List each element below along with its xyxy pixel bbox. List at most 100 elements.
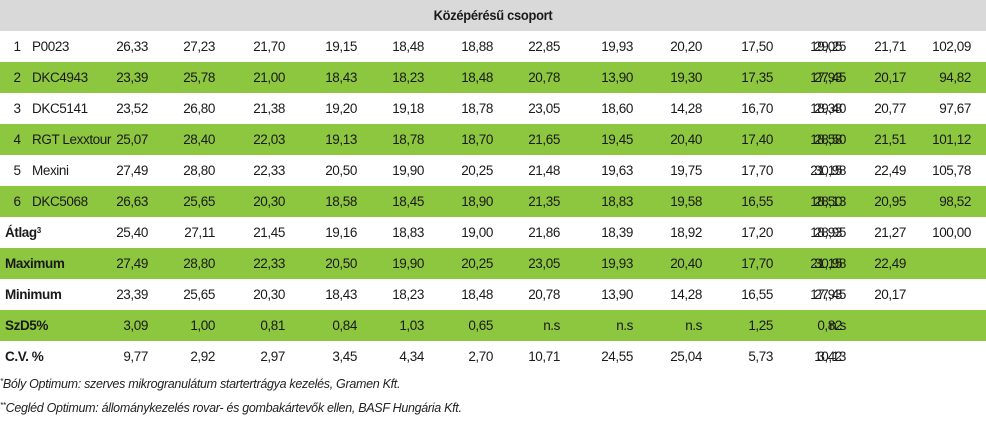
summary-row: Átlag3 25,40 27,11 21,45 19,16 18,83 19,00 21,8… bbox=[0, 217, 986, 248]
hybrid-name: P0023 bbox=[32, 39, 70, 54]
value-cell: 18,43 bbox=[325, 287, 357, 302]
value-cell: 21,71 bbox=[874, 39, 906, 54]
value-cell: 5,73 bbox=[748, 349, 773, 364]
value-cell: 27,45 bbox=[814, 287, 846, 302]
value-cell: 19,13 bbox=[325, 132, 357, 147]
value-cell: 21,70 bbox=[253, 39, 285, 54]
value-cell: 2,97 bbox=[260, 349, 285, 364]
value-cell: 10,71 bbox=[528, 349, 560, 364]
value-cell: 28,80 bbox=[183, 256, 215, 271]
value-cell: 20,95 bbox=[874, 194, 906, 209]
value-cell: 21,00 bbox=[253, 70, 285, 85]
value-cell: 105,78 bbox=[932, 163, 971, 178]
table-header-row: Középérésű csoport bbox=[0, 0, 986, 31]
value-cell: 1,03 bbox=[399, 318, 424, 333]
footnote-2: **Cegléd Optimum: állománykezelés rovar-… bbox=[0, 401, 986, 415]
value-cell: 27,49 bbox=[116, 256, 148, 271]
value-cell: 20,78 bbox=[528, 287, 560, 302]
value-cell: 21,38 bbox=[253, 101, 285, 116]
value-cell: 18,78 bbox=[392, 132, 424, 147]
value-cell: 18,92 bbox=[670, 225, 702, 240]
value-cell: 18,43 bbox=[325, 70, 357, 85]
value-cell: 1,25 bbox=[748, 318, 773, 333]
value-cell: 20,20 bbox=[670, 39, 702, 54]
value-cell: 2,92 bbox=[190, 349, 215, 364]
value-cell: 20,25 bbox=[461, 163, 493, 178]
value-cell: 26,33 bbox=[116, 39, 148, 54]
value-cell bbox=[911, 310, 971, 341]
value-cell: 19,05 bbox=[810, 39, 842, 54]
value-cell: 18,39 bbox=[601, 225, 633, 240]
value-cell: 19,90 bbox=[392, 256, 424, 271]
value-cell: 18,88 bbox=[461, 39, 493, 54]
group-title: Középérésű csoport bbox=[433, 7, 553, 23]
value-cell: 3,45 bbox=[332, 349, 357, 364]
value-cell: 21,86 bbox=[528, 225, 560, 240]
value-cell: 21,35 bbox=[528, 194, 560, 209]
table-row: 2 DKC4943 23,39 25,78 21,00 18,43 18,23 18,48 20… bbox=[0, 62, 986, 93]
value-cell: 0,81 bbox=[260, 318, 285, 333]
value-cell: 19,58 bbox=[670, 194, 702, 209]
value-cell: 2,70 bbox=[468, 349, 493, 364]
value-cell: 18,78 bbox=[461, 101, 493, 116]
value-cell: 26,63 bbox=[116, 194, 148, 209]
value-cell: 28,95 bbox=[814, 225, 846, 240]
value-cell: 101,12 bbox=[932, 132, 971, 147]
summary-row: Minimum 23,39 25,65 20,30 18,43 18,23 18,48 20,… bbox=[0, 279, 986, 310]
value-cell: 1,00 bbox=[190, 318, 215, 333]
value-cell: 19,15 bbox=[325, 39, 357, 54]
value-cell: 14,28 bbox=[670, 287, 702, 302]
value-cell bbox=[846, 341, 906, 372]
value-cell: 14,28 bbox=[670, 101, 702, 116]
table-row: 1 P0023 26,33 27,23 21,70 19,15 18,48 18,88 22,8… bbox=[0, 31, 986, 62]
value-cell: 27,45 bbox=[814, 70, 846, 85]
value-cell: 19,20 bbox=[325, 101, 357, 116]
value-cell: 100,00 bbox=[932, 225, 971, 240]
value-cell: 98,52 bbox=[939, 194, 971, 209]
value-cell: 18,38 bbox=[810, 101, 842, 116]
footnote-text: Cegléd Optimum: állománykezelés rovar- é… bbox=[5, 401, 462, 415]
value-cell: 18,45 bbox=[392, 194, 424, 209]
hybrid-name: RGT Lexxtour bbox=[32, 132, 111, 147]
value-cell: 17,50 bbox=[741, 39, 773, 54]
value-cell: 30,98 bbox=[814, 163, 846, 178]
summary-label-sup: 3 bbox=[36, 226, 41, 235]
value-cell: 19,63 bbox=[601, 163, 633, 178]
value-cell: 20,78 bbox=[528, 70, 560, 85]
value-cell: n.s bbox=[685, 318, 702, 333]
value-cell: 16,55 bbox=[741, 287, 773, 302]
summary-label: C.V. % bbox=[5, 341, 125, 372]
value-cell: 20,30 bbox=[253, 287, 285, 302]
value-cell: 24,55 bbox=[601, 349, 633, 364]
value-cell: 25,65 bbox=[183, 194, 215, 209]
value-cell: 27,11 bbox=[184, 225, 215, 240]
value-cell: 13,90 bbox=[601, 70, 633, 85]
hybrid-name: DKC5068 bbox=[32, 194, 88, 209]
value-cell bbox=[911, 248, 971, 279]
value-cell: 19,18 bbox=[392, 101, 424, 116]
value-cell: 21,15 bbox=[810, 163, 842, 178]
value-cell: 18,83 bbox=[392, 225, 424, 240]
hybrid-name: DKC5141 bbox=[32, 101, 88, 116]
value-cell bbox=[911, 341, 971, 372]
value-cell: 25,40 bbox=[116, 225, 148, 240]
value-cell: 17,70 bbox=[741, 163, 773, 178]
row-index: 6 bbox=[13, 194, 21, 209]
value-cell: 23,05 bbox=[528, 101, 560, 116]
summary-label: Maximum bbox=[5, 248, 125, 279]
value-cell: 94,82 bbox=[939, 70, 971, 85]
value-cell: 17,93 bbox=[810, 287, 842, 302]
value-cell: 3,09 bbox=[123, 318, 148, 333]
summary-label-text: C.V. % bbox=[5, 349, 44, 364]
summary-label: SzD5% bbox=[5, 310, 125, 341]
value-cell: 28,80 bbox=[183, 163, 215, 178]
value-cell: 21,65 bbox=[528, 132, 560, 147]
value-cell: 21,15 bbox=[810, 256, 842, 271]
value-cell bbox=[846, 310, 906, 341]
value-cell: 18,90 bbox=[461, 194, 493, 209]
hybrid-name: DKC4943 bbox=[32, 70, 88, 85]
value-cell: 97,67 bbox=[939, 101, 971, 116]
value-cell: 20,30 bbox=[253, 194, 285, 209]
value-cell: 22,33 bbox=[253, 163, 285, 178]
value-cell: 20,77 bbox=[874, 101, 906, 116]
